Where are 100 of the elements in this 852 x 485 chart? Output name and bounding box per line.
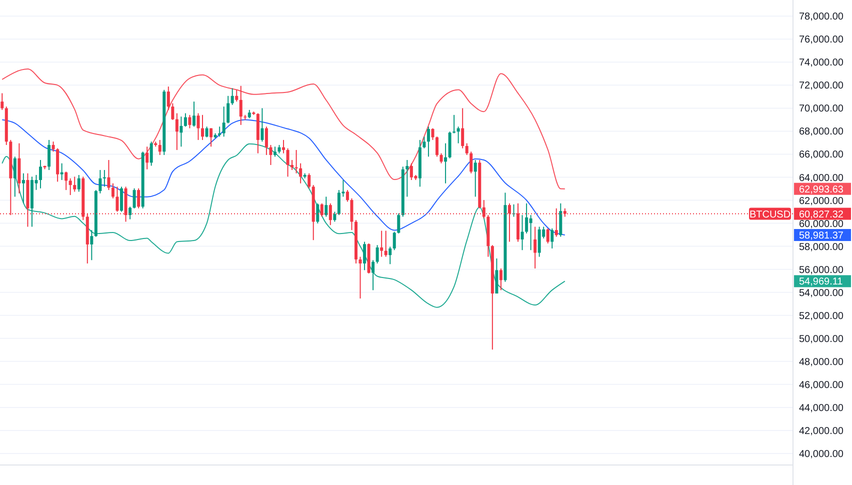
candlestick	[431, 128, 434, 140]
text: 60,827.32	[799, 209, 844, 220]
candlestick	[201, 114, 204, 140]
candlestick	[520, 214, 524, 251]
candlestick	[363, 241, 366, 271]
candlestick	[397, 212, 400, 234]
candlestick	[550, 228, 554, 249]
candlestick	[286, 148, 290, 178]
candlestick	[48, 139, 51, 170]
candlestick	[337, 190, 340, 216]
candlestick	[299, 162, 302, 184]
line-series	[2, 68, 566, 190]
candlestick	[426, 126, 430, 158]
candlestick	[13, 156, 16, 198]
candlestick	[239, 85, 242, 126]
candlestick	[290, 159, 294, 170]
candlestick	[120, 186, 124, 212]
candlestick	[77, 174, 80, 192]
candlestick	[222, 106, 226, 138]
candlestick	[346, 190, 349, 202]
candlestick	[333, 211, 336, 222]
candlestick	[316, 202, 320, 224]
candlestick	[210, 128, 213, 148]
candlestick	[111, 182, 114, 199]
candlestick	[388, 246, 392, 265]
line-series	[2, 143, 566, 308]
candlestick	[166, 86, 170, 110]
candlestick	[90, 230, 94, 261]
candlestick	[184, 112, 187, 128]
candlestick	[192, 101, 196, 128]
candlestick	[226, 95, 230, 124]
candlestick	[205, 126, 208, 138]
candlestick	[116, 186, 119, 212]
candlestick	[499, 268, 502, 291]
candlestick	[73, 176, 76, 192]
candlestick	[324, 196, 328, 218]
candlestick	[456, 126, 460, 144]
candlestick	[158, 139, 162, 156]
y-tick-label: 54,000.00	[799, 288, 844, 299]
candlestick	[39, 159, 42, 189]
candlestick	[529, 214, 532, 251]
y-tick-label: 70,000.00	[799, 104, 844, 115]
candlestick	[98, 170, 102, 194]
candlestick	[175, 112, 178, 150]
candlestick	[406, 159, 409, 198]
candlestick	[64, 171, 68, 191]
candlestick	[376, 244, 379, 264]
candlestick	[495, 258, 498, 294]
candlestick	[358, 256, 362, 300]
candlestick	[260, 108, 264, 142]
candlestick	[436, 136, 439, 158]
candlestick	[474, 159, 477, 198]
candlestick	[235, 89, 238, 102]
y-tick-label: 56,000.00	[799, 264, 844, 276]
candlestick	[188, 114, 192, 129]
candlestick	[146, 146, 149, 170]
candlestick	[132, 188, 136, 209]
candlestick	[380, 230, 384, 258]
candlestick	[128, 206, 132, 220]
candlestick	[60, 162, 64, 181]
candlestick	[461, 108, 464, 149]
candlestick	[410, 162, 413, 181]
y-tick-label: 48,000.00	[799, 356, 844, 368]
candlestick	[196, 112, 200, 140]
candlestick	[440, 152, 443, 164]
y-tick-label: 68,000.00	[799, 126, 844, 138]
candlestick	[546, 228, 550, 244]
candlestick	[384, 230, 388, 258]
y-tick-label: 76,000.00	[799, 34, 844, 46]
y-tick-label: 58,000.00	[799, 242, 844, 253]
candlestick	[0, 92, 4, 110]
candlestick	[180, 116, 183, 148]
y-tick-label: 72,000.00	[799, 80, 844, 92]
candlestick	[171, 102, 174, 120]
candlestick	[422, 136, 426, 149]
candlestick	[308, 172, 311, 189]
candlestick	[230, 88, 234, 106]
candlestick	[68, 178, 72, 196]
candlestick	[534, 226, 537, 269]
candlestick	[282, 139, 286, 154]
candlestick	[52, 141, 55, 152]
candlestick	[452, 114, 456, 134]
candlestick	[392, 231, 396, 251]
y-tick-label: 78,000.00	[799, 12, 844, 23]
y-tick-label: 50,000.00	[799, 334, 844, 345]
candlestick	[444, 142, 448, 184]
y-tick-label: 64,000.00	[799, 172, 844, 184]
candlestick	[470, 151, 473, 174]
y-tick-label: 44,000.00	[799, 402, 844, 414]
y-tick-label: 46,000.00	[799, 380, 844, 391]
y-tick-label: 52,000.00	[799, 310, 844, 322]
candlestick	[218, 126, 222, 138]
text: 54,969.11	[799, 276, 844, 288]
text: 58,981.37	[799, 230, 844, 242]
candlestick	[22, 172, 25, 204]
y-tick-label: 60,000.00	[799, 218, 844, 230]
y-tick-label: 42,000.00	[799, 426, 844, 437]
candlestick	[538, 226, 541, 258]
candlestick	[273, 146, 276, 158]
candlestick	[525, 202, 528, 234]
